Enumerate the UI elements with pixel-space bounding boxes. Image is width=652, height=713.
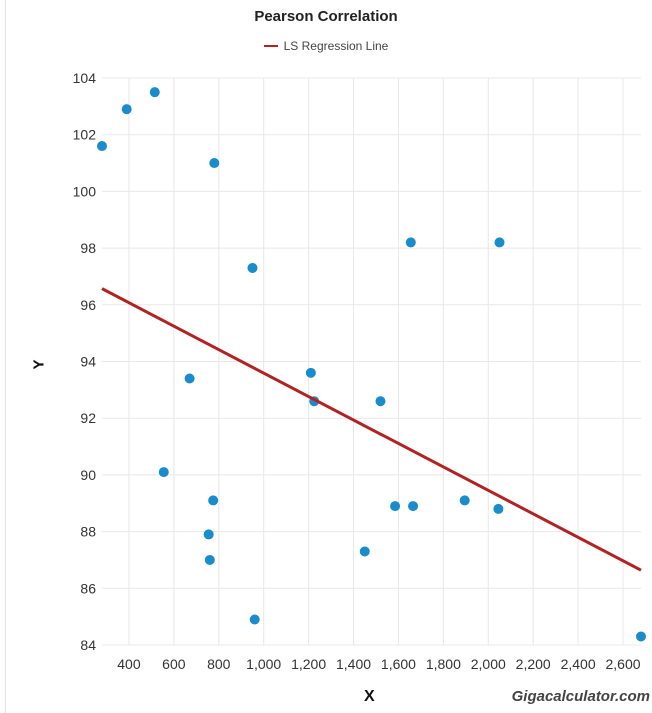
left-border <box>5 0 6 713</box>
data-point <box>149 87 160 98</box>
data-point <box>405 237 416 248</box>
x-tick-label: 1,000 <box>246 656 281 672</box>
x-tick-label: 2,600 <box>606 656 641 672</box>
data-point <box>390 501 401 512</box>
y-tick-label: 94 <box>80 354 96 370</box>
x-tick-label: 2,400 <box>561 656 596 672</box>
legend-swatch <box>263 45 278 47</box>
data-point <box>203 529 214 540</box>
data-point <box>305 367 316 378</box>
y-tick-label: 84 <box>80 637 96 653</box>
y-tick-label: 86 <box>80 580 96 596</box>
x-tick-label: 2,000 <box>471 656 506 672</box>
y-tick-label: 92 <box>80 410 96 426</box>
data-point <box>494 237 505 248</box>
data-point <box>158 467 169 478</box>
regression-line <box>101 287 642 572</box>
x-tick-label: 800 <box>207 656 231 672</box>
data-point <box>208 495 219 506</box>
x-tick-label: 1,400 <box>336 656 371 672</box>
y-tick-label: 102 <box>73 127 97 143</box>
data-point <box>249 614 260 625</box>
data-point <box>204 554 215 565</box>
data-point <box>97 141 107 152</box>
data-point <box>359 546 370 557</box>
x-tick-label: 1,600 <box>381 656 416 672</box>
data-point <box>493 503 504 514</box>
y-tick-label: 104 <box>73 70 97 86</box>
x-tick-label: 2,200 <box>516 656 551 672</box>
x-axis-label: X <box>364 688 375 705</box>
x-tick-label: 1,200 <box>291 656 326 672</box>
legend-label: LS Regression Line <box>283 39 389 53</box>
y-axis-label: Y <box>30 359 48 370</box>
data-point <box>408 501 419 512</box>
data-point <box>209 158 220 169</box>
x-tick-label: 600 <box>162 656 186 672</box>
x-tick-label: 400 <box>117 656 141 672</box>
legend[interactable]: LS Regression Line <box>0 39 652 53</box>
credit-text: Gigacalculator.com <box>511 688 650 705</box>
x-tick-label: 1,800 <box>426 656 461 672</box>
y-tick-label: 90 <box>80 467 96 483</box>
data-point <box>184 373 195 384</box>
data-point <box>636 631 646 642</box>
data-point <box>375 396 386 407</box>
chart-title: Pearson Correlation <box>254 8 398 25</box>
y-tick-label: 98 <box>80 240 96 256</box>
y-tick-label: 88 <box>80 524 96 540</box>
y-tick-label: 100 <box>73 183 97 199</box>
data-point <box>121 104 132 115</box>
data-point <box>247 262 258 273</box>
data-point <box>459 495 470 506</box>
y-tick-label: 96 <box>80 297 96 313</box>
